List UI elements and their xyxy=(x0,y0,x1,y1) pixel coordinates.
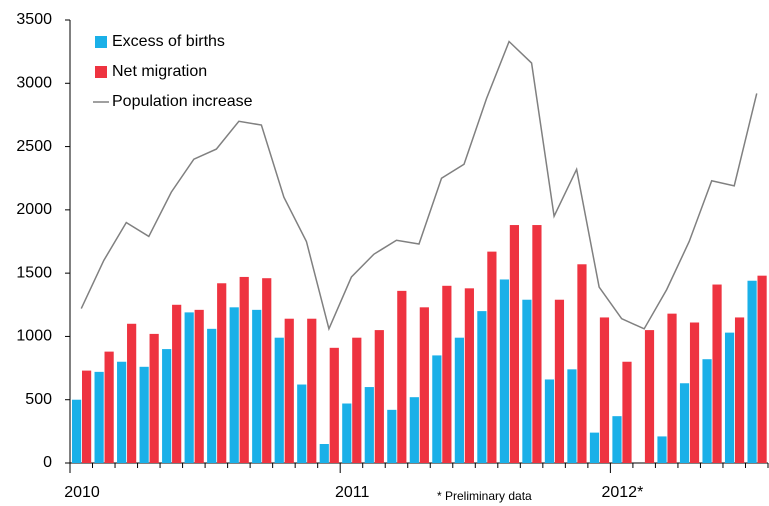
bar xyxy=(297,384,307,463)
y-tick-label: 500 xyxy=(25,391,52,408)
bar xyxy=(104,351,114,463)
x-tick-label: 2010 xyxy=(64,484,100,501)
bar xyxy=(319,444,329,463)
x-tick-label: 2011 xyxy=(335,484,370,501)
bar xyxy=(522,299,532,463)
bar xyxy=(184,312,194,463)
bar xyxy=(734,317,745,463)
bar xyxy=(442,285,452,463)
legend-label: Excess of births xyxy=(112,33,225,50)
legend-label: Population increase xyxy=(112,93,253,110)
footnote: * Preliminary data xyxy=(437,489,532,503)
bar xyxy=(139,366,149,463)
bar xyxy=(329,347,339,463)
bar xyxy=(667,313,677,463)
bar xyxy=(747,280,757,463)
bar xyxy=(554,299,565,463)
legend-label: Net migration xyxy=(112,63,207,80)
bar xyxy=(397,290,407,463)
bar xyxy=(374,330,384,463)
y-tick-label: 2000 xyxy=(16,201,52,218)
y-tick-label: 3000 xyxy=(16,75,52,92)
bar xyxy=(499,279,510,463)
bar xyxy=(532,225,542,463)
bar xyxy=(599,317,610,463)
y-tick-label: 1000 xyxy=(16,328,52,345)
bar xyxy=(252,309,262,463)
y-tick-label: 1500 xyxy=(16,264,52,281)
bar xyxy=(229,307,239,463)
bar xyxy=(409,397,419,463)
bar xyxy=(162,349,172,463)
bar xyxy=(239,276,249,463)
y-tick-label: 0 xyxy=(43,454,52,471)
y-tick-label: 3500 xyxy=(16,11,52,28)
bar xyxy=(657,436,667,463)
bar xyxy=(509,225,520,463)
bar xyxy=(284,318,294,463)
bar xyxy=(689,322,700,463)
bar xyxy=(712,284,722,463)
bar xyxy=(207,328,217,463)
bar xyxy=(644,330,655,463)
bar xyxy=(724,332,735,463)
legend-swatch xyxy=(95,36,107,48)
bar xyxy=(679,383,690,463)
bar xyxy=(387,409,397,463)
bar xyxy=(432,355,442,463)
bar xyxy=(94,371,104,463)
bar xyxy=(149,333,159,463)
bar xyxy=(622,361,632,463)
bar xyxy=(127,323,137,463)
bar xyxy=(567,369,577,463)
bar xyxy=(194,309,204,463)
bar xyxy=(342,403,352,463)
bar xyxy=(454,337,464,463)
line xyxy=(80,40,758,332)
bar xyxy=(172,304,182,463)
bar xyxy=(589,432,600,463)
bar xyxy=(487,251,497,463)
bar xyxy=(464,288,474,463)
bar xyxy=(544,379,555,463)
bar xyxy=(82,370,92,463)
bar xyxy=(117,361,127,463)
bar xyxy=(702,359,712,463)
bar xyxy=(217,283,227,463)
legend-swatch xyxy=(95,66,107,78)
bar xyxy=(352,337,362,463)
bar xyxy=(757,275,767,463)
bar xyxy=(612,416,622,463)
bar xyxy=(307,318,317,463)
bar xyxy=(477,311,487,463)
x-tick-label: 2012* xyxy=(601,484,643,501)
y-tick-label: 2500 xyxy=(16,138,52,155)
bar xyxy=(72,399,82,463)
bar xyxy=(274,337,284,463)
bar xyxy=(364,387,374,463)
bar xyxy=(262,278,272,463)
bar xyxy=(577,264,587,463)
bar xyxy=(419,307,429,463)
